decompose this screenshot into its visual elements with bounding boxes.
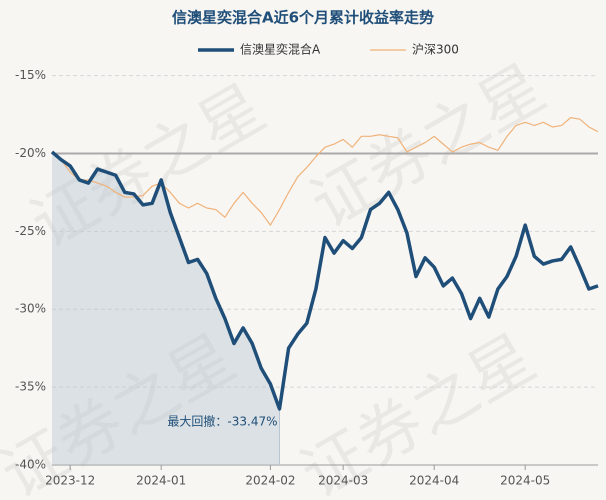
x-tick-label: 2024-03 [318,474,368,488]
y-tick-label: -15% [15,68,46,82]
series-line [51,117,599,226]
chart-title: 信澳星奕混合A近6个月累计收益率走势 [172,9,434,27]
drawdown-label: 最大回撤：-33.47% [167,414,277,429]
x-tick-label: 2024-05 [500,474,550,488]
x-tick-label: 2023-12 [45,474,95,488]
y-tick-label: -25% [15,224,46,238]
drawdown-area [52,151,280,465]
y-tick-label: -40% [15,458,46,472]
x-tick-label: 2024-04 [409,474,459,488]
y-tick-label: -30% [15,302,46,316]
series-line [50,150,599,411]
x-tick-label: 2024-01 [136,474,186,488]
y-tick-label: -35% [15,380,46,394]
x-tick-label: 2024-02 [245,474,295,488]
watermark: 证券之星 [299,51,558,243]
legend-label: 信澳星奕混合A [240,42,321,57]
legend-label: 沪深300 [412,43,459,57]
y-tick-label: -20% [15,146,46,160]
